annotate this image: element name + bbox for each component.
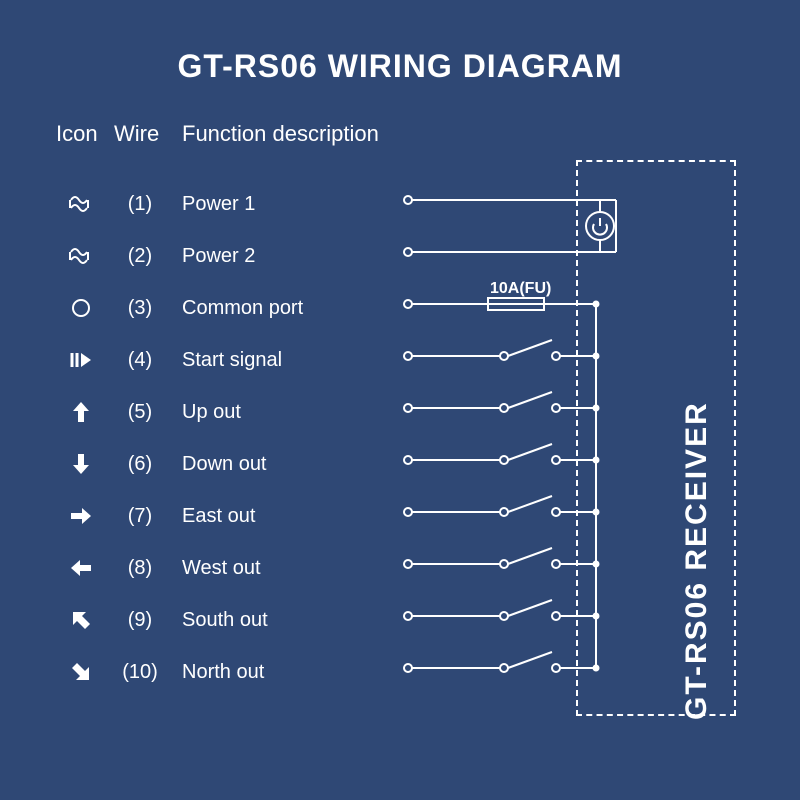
ac-icon (56, 246, 106, 266)
receiver-label: GT-RS06 RECEIVER (680, 401, 714, 720)
table-row: (1) Power 1 (56, 178, 416, 230)
wire-number: (10) (106, 661, 174, 684)
wire-desc: Power 2 (174, 245, 416, 268)
header-icon: Icon (56, 121, 106, 147)
wire-number: (4) (106, 349, 174, 372)
wire-number: (3) (106, 297, 174, 320)
wire-desc: Common port (174, 297, 416, 320)
wiring-svg (400, 170, 640, 730)
wire-desc: North out (174, 661, 416, 684)
arrow-nw-icon (56, 609, 106, 631)
wire-number: (5) (106, 401, 174, 424)
wire-number: (1) (106, 193, 174, 216)
ac-icon (56, 194, 106, 214)
header-desc: Function description (182, 121, 379, 147)
circle-icon (56, 297, 106, 319)
table-row: (6) Down out (56, 438, 416, 490)
table-row: (2) Power 2 (56, 230, 416, 282)
table-row: (4) Start signal (56, 334, 416, 386)
wire-number: (2) (106, 245, 174, 268)
wire-desc: West out (174, 557, 416, 580)
wire-number: (8) (106, 557, 174, 580)
table-row: (10) North out (56, 646, 416, 698)
table-row: (9) South out (56, 594, 416, 646)
arrow-up-icon (56, 401, 106, 423)
play-icon (56, 350, 106, 370)
wire-number: (6) (106, 453, 174, 476)
table-header: Icon Wire Function description (0, 121, 800, 147)
wire-desc: Power 1 (174, 193, 416, 216)
arrow-dn-icon (56, 453, 106, 475)
arrow-se-icon (56, 661, 106, 683)
table-row: (5) Up out (56, 386, 416, 438)
wire-desc: Up out (174, 401, 416, 424)
arrow-lt-icon (56, 558, 106, 578)
wiring-svg-container (400, 170, 640, 735)
page-title: GT-RS06 WIRING DIAGRAM (0, 0, 800, 85)
wire-number: (7) (106, 505, 174, 528)
wire-number: (9) (106, 609, 174, 632)
table-row: (3) Common port (56, 282, 416, 334)
wire-desc: East out (174, 505, 416, 528)
wire-desc: Start signal (174, 349, 416, 372)
wire-desc: South out (174, 609, 416, 632)
header-wire: Wire (114, 121, 174, 147)
wire-desc: Down out (174, 453, 416, 476)
arrow-rt-icon (56, 506, 106, 526)
wiring-table: (1) Power 1 (2) Power 2 (3) Common port … (56, 178, 416, 698)
table-row: (7) East out (56, 490, 416, 542)
table-row: (8) West out (56, 542, 416, 594)
